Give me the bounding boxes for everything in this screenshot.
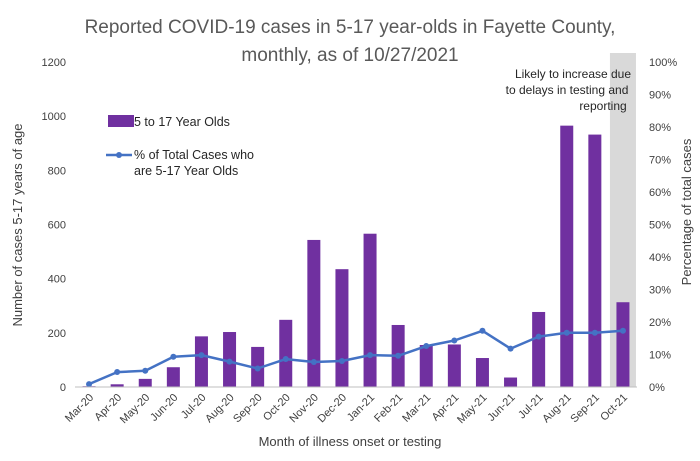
y2-tick-label: 30%	[649, 285, 671, 297]
y2-tick-label: 80%	[649, 122, 671, 134]
pct-point-jun-21	[507, 345, 514, 352]
pct-point-may-20	[142, 367, 149, 374]
bar-may-20	[138, 378, 152, 387]
bar-oct-21	[616, 302, 630, 387]
pct-point-jun-20	[170, 353, 177, 360]
y-tick-label: 600	[48, 220, 66, 232]
y2-tick-label: 100%	[649, 57, 677, 69]
bar-nov-20	[307, 239, 321, 387]
pct-point-oct-21	[619, 327, 626, 334]
pct-point-sep-21	[591, 329, 598, 336]
pct-point-mar-21	[423, 343, 430, 350]
pct-point-nov-20	[310, 358, 317, 365]
y-axis-label: Number of cases 5-17 years of age	[10, 123, 25, 326]
bar-jul-20	[194, 336, 208, 387]
highlight-annotation: Likely to increase due to delays in test…	[506, 67, 632, 113]
y-tick-label: 1000	[42, 111, 66, 123]
bar-oct-20	[279, 319, 293, 387]
pct-point-oct-20	[282, 356, 289, 363]
pct-point-apr-21	[451, 337, 458, 344]
pct-point-may-21	[479, 327, 486, 334]
chart-title: Reported COVID-19 cases in 5-17 year-old…	[85, 17, 616, 66]
y2-tick-label: 60%	[649, 187, 671, 199]
pct-point-feb-21	[395, 352, 402, 359]
legend-line-marker	[116, 152, 122, 158]
chart-title-line-1: Reported COVID-19 cases in 5-17 year-old…	[85, 17, 616, 38]
bar-jun-20	[166, 367, 180, 387]
bar-aug-21	[560, 125, 574, 387]
y-tick-label: 400	[48, 274, 66, 286]
bar-dec-20	[335, 269, 349, 387]
y2-tick-label: 50%	[649, 220, 671, 232]
y2-tick-label: 70%	[649, 155, 671, 167]
legend-bar-swatch	[108, 115, 134, 127]
legend: 5 to 17 Year Olds % of Total Cases who a…	[106, 115, 254, 178]
pct-point-jul-20	[198, 352, 205, 359]
pct-point-mar-20	[86, 381, 93, 388]
bar-sep-21	[588, 134, 602, 387]
annotation-line-1: Likely to increase due	[515, 67, 631, 81]
y2-axis-label: Percentage of total cases	[679, 138, 694, 285]
bar-mar-21	[419, 345, 433, 387]
pct-point-aug-21	[563, 329, 570, 336]
legend-line-label-1: % of Total Cases who	[134, 148, 254, 162]
bar-apr-21	[447, 344, 461, 387]
pct-point-aug-20	[226, 358, 233, 365]
bar-jun-21	[504, 377, 518, 387]
legend-bar-label: 5 to 17 Year Olds	[134, 115, 230, 129]
bar-jan-21	[363, 233, 377, 387]
chart-title-line-2: monthly, as of 10/27/2021	[241, 45, 458, 66]
legend-line-label-2: are 5-17 Year Olds	[134, 164, 238, 178]
y2-tick-label: 40%	[649, 252, 671, 264]
pct-line	[88, 329, 624, 386]
y2-tick-label: 20%	[649, 317, 671, 329]
x-axis-label: Month of illness onset or testing	[259, 434, 442, 449]
bar-jul-21	[532, 311, 546, 387]
pct-point-sep-20	[254, 365, 261, 372]
y2-tick-label: 0%	[649, 382, 665, 394]
pct-point-dec-20	[338, 358, 345, 364]
pct-point-apr-20	[114, 369, 121, 376]
y2-tick-label: 90%	[649, 90, 671, 102]
y-tick-label: 0	[60, 382, 66, 394]
pct-point-jul-21	[535, 333, 542, 340]
pct-point-jan-21	[367, 352, 374, 359]
annotation-line-2: to delays in testing and	[506, 83, 629, 97]
line-layer	[86, 327, 626, 388]
bar-apr-20	[110, 384, 124, 387]
y-tick-label: 1200	[42, 57, 66, 69]
y2-tick-label: 10%	[649, 350, 671, 362]
y-tick-label: 800	[48, 165, 66, 177]
annotation-line-3: reporting	[579, 99, 626, 113]
y-tick-label: 200	[48, 328, 66, 340]
bar-may-21	[475, 358, 489, 387]
